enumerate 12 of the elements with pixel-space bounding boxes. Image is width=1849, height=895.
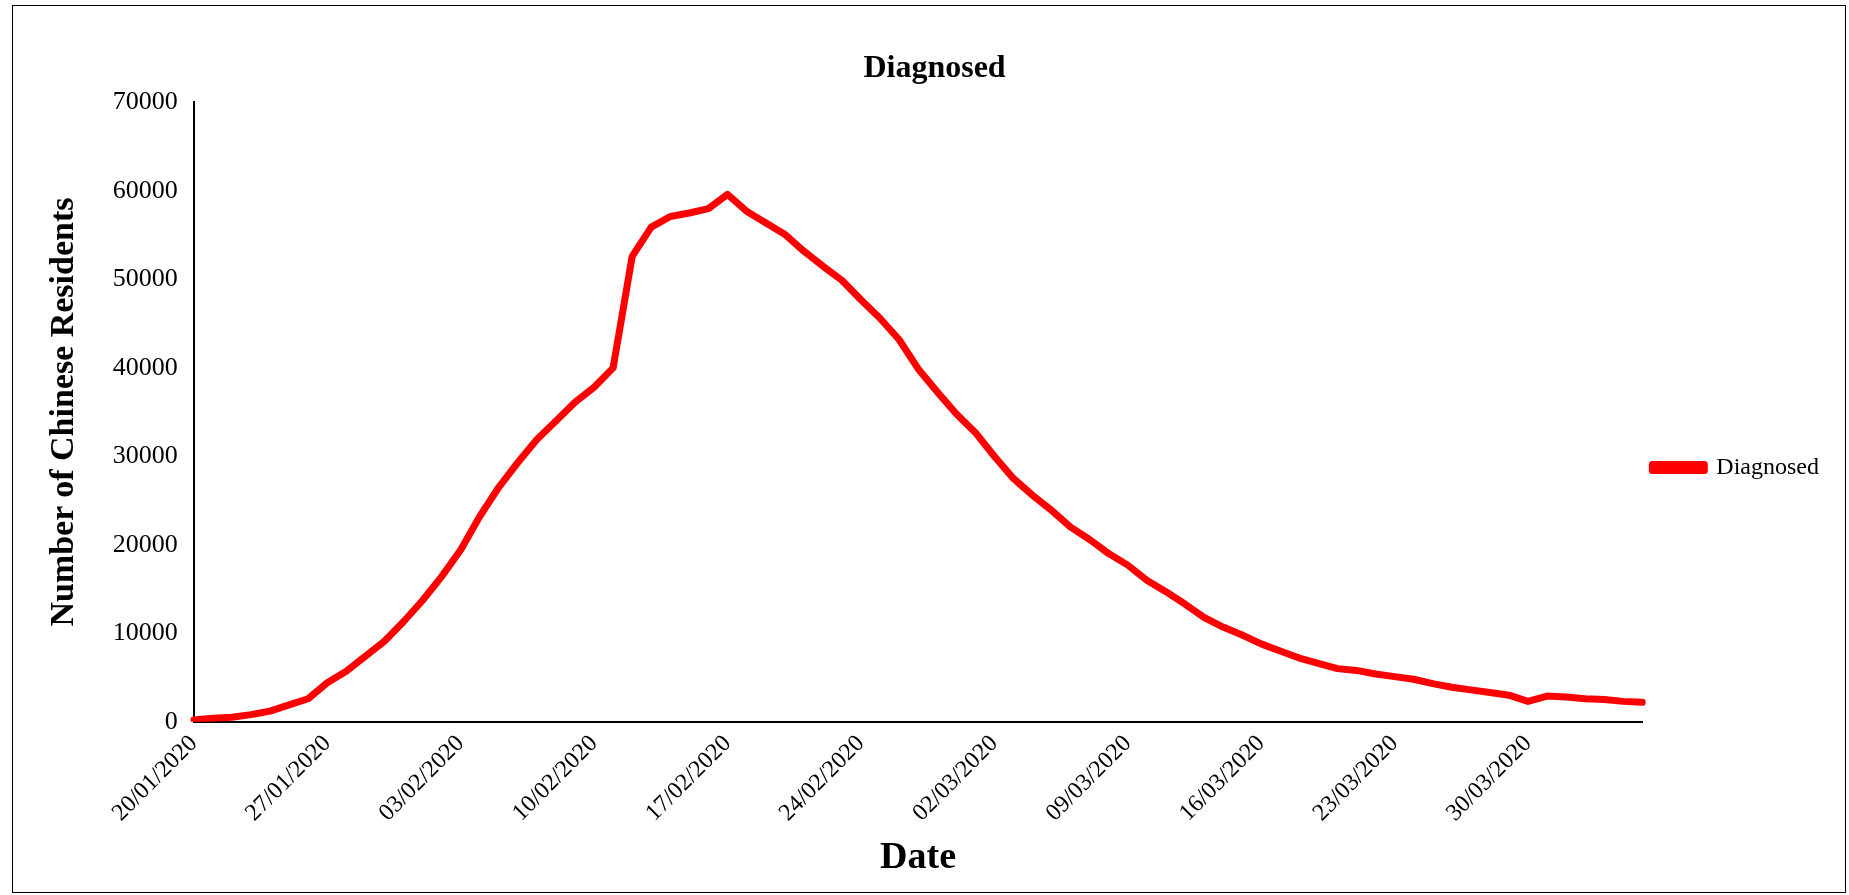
y-tick-label: 70000 xyxy=(112,86,178,116)
chart-title: Diagnosed xyxy=(863,48,1006,85)
legend-label: Diagnosed xyxy=(1716,452,1820,479)
x-axis-title: Date xyxy=(880,834,957,877)
y-tick-label: 20000 xyxy=(112,528,178,558)
y-tick-label: 50000 xyxy=(112,263,178,293)
y-tick-label: 60000 xyxy=(112,174,178,204)
y-axis-title: Number of Chinese Residents xyxy=(43,197,81,627)
y-tick-label: 0 xyxy=(164,705,178,735)
y-tick-label: 30000 xyxy=(112,440,178,470)
y-tick-label: 40000 xyxy=(112,351,178,381)
y-tick-label: 10000 xyxy=(112,617,178,647)
